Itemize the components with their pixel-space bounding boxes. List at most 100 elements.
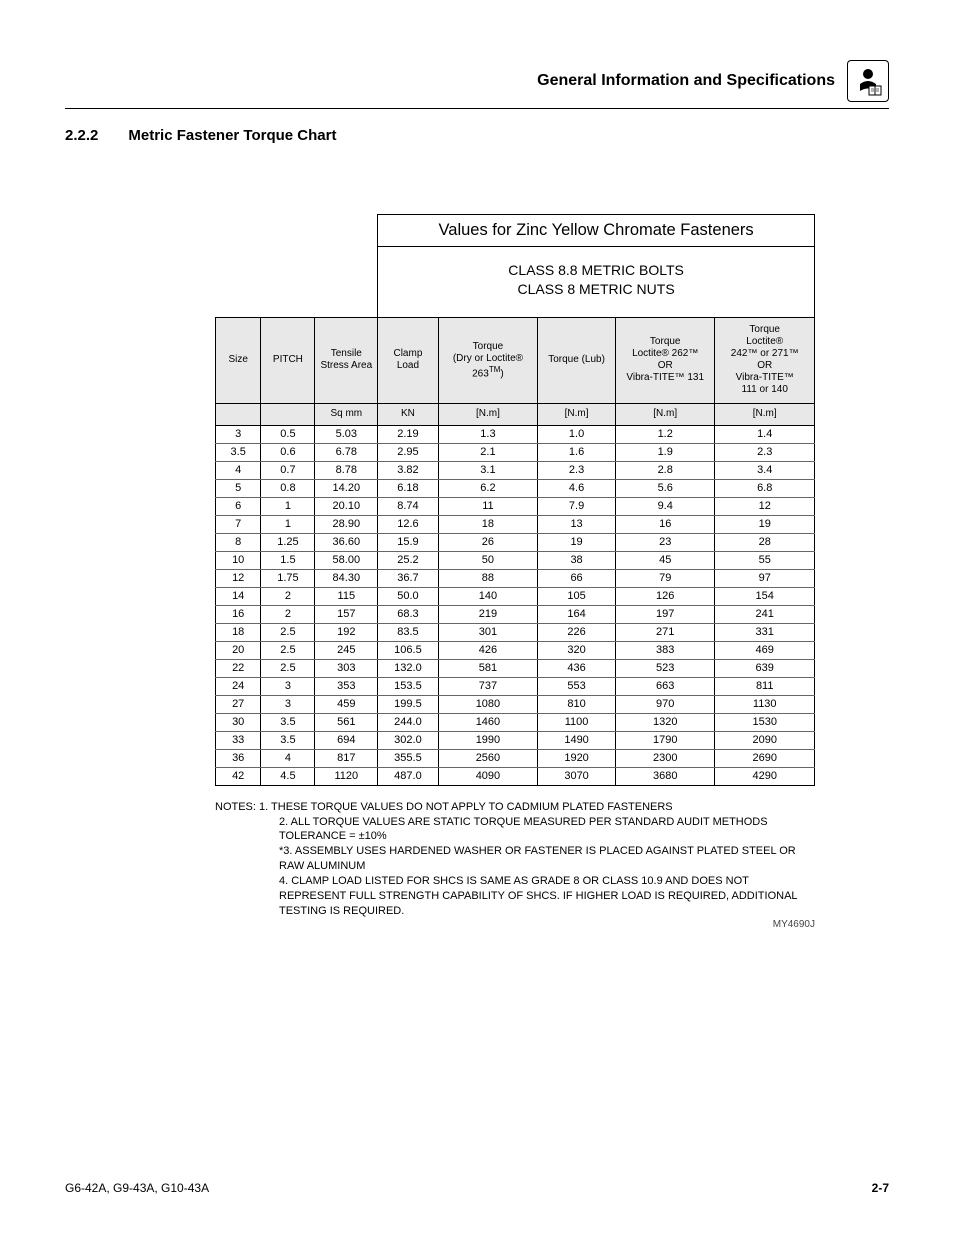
table-cell: 1460 [438, 713, 537, 731]
col-torque-dry: Torque(Dry or Loctite®263TM) [438, 317, 537, 403]
table-cell: 1530 [715, 713, 815, 731]
table-cell: 2.5 [261, 659, 315, 677]
table-cell: 22 [216, 659, 261, 677]
table-cell: 663 [615, 677, 714, 695]
page-footer: G6-42A, G9-43A, G10-43A 2-7 [65, 1181, 889, 1195]
table-cell: 20 [216, 641, 261, 659]
table-cell: 68.3 [378, 605, 439, 623]
table-cell: 2.5 [261, 623, 315, 641]
table-cell: 1080 [438, 695, 537, 713]
table-cell: 13 [538, 515, 616, 533]
torque-table-container: Values for Zinc Yellow Chromate Fastener… [215, 214, 815, 786]
header-rule [65, 108, 889, 109]
table-cell: 24 [216, 677, 261, 695]
table-cell: 5.03 [315, 425, 378, 443]
table-cell: 4.5 [261, 767, 315, 785]
table-cell: 5 [216, 479, 261, 497]
table-cell: 15.9 [378, 533, 439, 551]
table-cell: 0.5 [261, 425, 315, 443]
table-row: 364817355.52560192023002690 [216, 749, 815, 767]
table-cell: 2.3 [715, 443, 815, 461]
table-cell: 79 [615, 569, 714, 587]
table-cell: 426 [438, 641, 537, 659]
table-cell: 1130 [715, 695, 815, 713]
table-cell: 36.7 [378, 569, 439, 587]
table-cell: 4090 [438, 767, 537, 785]
table-cell: 36 [216, 749, 261, 767]
table-cell: 20.10 [315, 497, 378, 515]
unit-c6: [N.m] [615, 403, 714, 425]
table-cell: 0.8 [261, 479, 315, 497]
table-cell: 1.3 [438, 425, 537, 443]
table-row: 243353153.5737553663811 [216, 677, 815, 695]
table-row: 40.78.783.823.12.32.83.4 [216, 461, 815, 479]
table-cell: 2090 [715, 731, 815, 749]
table-cell: 33 [216, 731, 261, 749]
table-cell: 6.18 [378, 479, 439, 497]
table-cell: 105 [538, 587, 616, 605]
table-cell: 355.5 [378, 749, 439, 767]
table-cell: 197 [615, 605, 714, 623]
section-number: 2.2.2 [65, 127, 98, 144]
table-cell: 1920 [538, 749, 616, 767]
table-row: 303.5561244.01460110013201530 [216, 713, 815, 731]
table-cell: 1.25 [261, 533, 315, 551]
table-cell: 811 [715, 677, 815, 695]
table-row: 50.814.206.186.24.65.66.8 [216, 479, 815, 497]
table-cell: 42 [216, 767, 261, 785]
subtitle-line-2: CLASS 8 METRIC NUTS [382, 280, 810, 299]
note-3: *3. ASSEMBLY USES HARDENED WASHER OR FAS… [215, 844, 815, 874]
table-cell: 244.0 [378, 713, 439, 731]
table-cell: 164 [538, 605, 616, 623]
unit-c0 [216, 403, 261, 425]
table-cell: 3.4 [715, 461, 815, 479]
table-row: 16215768.3219164197241 [216, 605, 815, 623]
page-header-title: General Information and Specifications [537, 72, 835, 90]
table-cell: 810 [538, 695, 616, 713]
table-cell: 3.82 [378, 461, 439, 479]
table-cell: 25.2 [378, 551, 439, 569]
table-cell: 523 [615, 659, 714, 677]
table-cell: 14.20 [315, 479, 378, 497]
table-cell: 18 [216, 623, 261, 641]
table-cell: 58.00 [315, 551, 378, 569]
table-cell: 469 [715, 641, 815, 659]
table-cell: 3 [216, 425, 261, 443]
table-cell: 88 [438, 569, 537, 587]
subtitle-line-1: CLASS 8.8 METRIC BOLTS [382, 261, 810, 280]
table-cell: 1.75 [261, 569, 315, 587]
table-cell: 1 [261, 515, 315, 533]
table-cell: 459 [315, 695, 378, 713]
table-cell: 383 [615, 641, 714, 659]
table-cell: 2.95 [378, 443, 439, 461]
table-cell: 30 [216, 713, 261, 731]
table-row: 333.5694302.01990149017902090 [216, 731, 815, 749]
table-cell: 970 [615, 695, 714, 713]
table-cell: 3.5 [261, 713, 315, 731]
table-cell: 1790 [615, 731, 714, 749]
table-banner: Values for Zinc Yellow Chromate Fastener… [378, 215, 814, 247]
table-cell: 192 [315, 623, 378, 641]
table-cell: 2 [261, 587, 315, 605]
table-cell: 157 [315, 605, 378, 623]
table-cell: 302.0 [378, 731, 439, 749]
table-cell: 553 [538, 677, 616, 695]
table-cell: 8 [216, 533, 261, 551]
table-cell: 436 [538, 659, 616, 677]
table-cell: 12 [216, 569, 261, 587]
table-cell: 66 [538, 569, 616, 587]
table-cell: 817 [315, 749, 378, 767]
table-cell: 84.30 [315, 569, 378, 587]
table-cell: 23 [615, 533, 714, 551]
table-cell: 1490 [538, 731, 616, 749]
table-row: 273459199.510808109701130 [216, 695, 815, 713]
table-cell: 50.0 [378, 587, 439, 605]
table-cell: 16 [615, 515, 714, 533]
table-cell: 18 [438, 515, 537, 533]
table-cell: 2.3 [538, 461, 616, 479]
table-row: 182.519283.5301226271331 [216, 623, 815, 641]
table-cell: 226 [538, 623, 616, 641]
table-cell: 3.5 [216, 443, 261, 461]
unit-c4: [N.m] [438, 403, 537, 425]
table-cell: 3 [261, 677, 315, 695]
